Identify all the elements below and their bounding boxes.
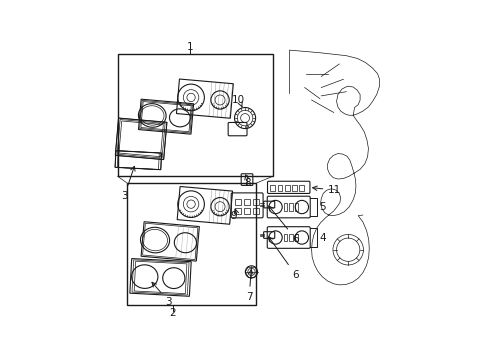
Text: 3: 3 (152, 282, 172, 307)
Text: 6: 6 (268, 206, 298, 244)
Text: 1: 1 (186, 42, 193, 52)
Text: 10: 10 (231, 95, 244, 105)
Bar (235, 208, 241, 214)
Bar (253, 208, 259, 214)
Text: 8: 8 (244, 175, 251, 188)
Text: 6: 6 (268, 237, 298, 280)
Text: 5: 5 (319, 202, 325, 212)
Text: 7: 7 (245, 270, 253, 302)
Text: 4: 4 (319, 233, 325, 243)
Bar (289, 203, 292, 211)
Bar (244, 199, 250, 205)
Bar (289, 234, 292, 242)
Text: 2: 2 (169, 309, 176, 319)
Bar (253, 199, 259, 205)
Bar (284, 234, 286, 242)
Bar (291, 185, 296, 191)
Bar (235, 199, 241, 205)
Text: 9: 9 (230, 211, 237, 221)
Bar (284, 203, 286, 211)
Bar (270, 185, 275, 191)
Bar (277, 185, 282, 191)
Text: 11: 11 (312, 185, 341, 195)
Bar (244, 208, 250, 214)
Bar (294, 203, 298, 211)
Bar (127, 183, 256, 305)
Bar (117, 54, 272, 176)
Bar (284, 185, 289, 191)
Bar (294, 234, 298, 242)
Text: 3: 3 (121, 166, 135, 201)
Bar (299, 185, 304, 191)
